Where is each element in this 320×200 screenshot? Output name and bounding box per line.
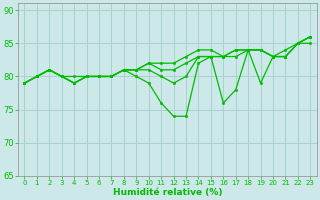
X-axis label: Humidité relative (%): Humidité relative (%) (113, 188, 222, 197)
